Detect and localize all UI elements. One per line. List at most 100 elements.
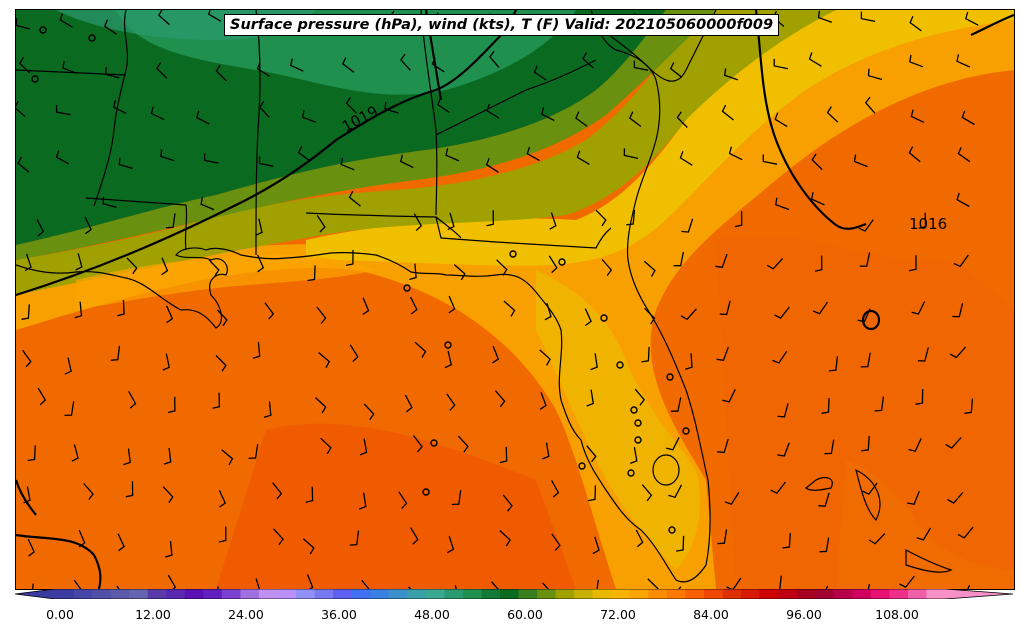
wind-barb (446, 535, 455, 554)
wind-barb (908, 146, 921, 163)
wind-barb (717, 529, 728, 545)
wind-barb (668, 484, 683, 498)
wind-barb (719, 300, 731, 316)
wind-barb (306, 574, 314, 589)
wind-barb (117, 299, 125, 317)
wind-barb (348, 190, 361, 207)
wind-barb (911, 301, 926, 315)
colorbar-segment (314, 589, 334, 599)
wind-barb (165, 541, 173, 558)
wind-barb (102, 196, 117, 209)
wind-barb (110, 345, 121, 361)
wind-barb (486, 210, 494, 227)
wind-barb (156, 62, 168, 79)
wind-barb (945, 437, 962, 449)
wind-barb (726, 577, 742, 589)
colorbar-segment (759, 589, 779, 599)
isobar-label-1016: 1016 (909, 215, 948, 233)
wind-barb (777, 403, 789, 418)
wind-barb (734, 211, 743, 228)
wind-barb (641, 484, 653, 502)
colorbar-segment (351, 589, 371, 599)
wind-barb (956, 192, 970, 208)
wind-barb (647, 578, 659, 589)
wind-barb (297, 146, 311, 162)
colorbar-segment (722, 589, 742, 599)
colorbar (15, 589, 1013, 599)
wind-barb (363, 403, 375, 421)
wind-barb (643, 260, 656, 277)
wind-barb (723, 68, 739, 81)
wind-barb (255, 578, 261, 589)
wind-barb (586, 445, 597, 463)
wind-barb (586, 389, 595, 407)
wind-barb (453, 264, 466, 281)
wind-barb (345, 97, 357, 114)
wind-barb (361, 579, 370, 589)
colorbar-segment (55, 589, 75, 599)
wind-barb (17, 156, 30, 173)
wind-barb (384, 101, 399, 114)
colorbar-segment (462, 589, 482, 599)
wind-barb (486, 103, 500, 119)
wind-barb (918, 212, 927, 229)
wind-barb (633, 60, 649, 71)
wind-barb (728, 146, 743, 161)
wind-barb (255, 218, 263, 236)
wind-barb (544, 302, 552, 321)
wind-barb (549, 212, 557, 230)
wind-barb (212, 392, 221, 409)
wind-barb (779, 575, 782, 589)
wind-barb (548, 255, 558, 274)
wind-barb (857, 308, 871, 323)
wind-barb (208, 259, 220, 277)
colorbar-segment (92, 589, 112, 599)
wind-barb (200, 197, 215, 211)
wind-barb (860, 11, 876, 23)
wind-barb (814, 255, 823, 272)
colorbar-segment (221, 589, 241, 599)
wind-barb (410, 527, 419, 545)
wind-barb (492, 345, 500, 364)
wind-barb (485, 157, 499, 173)
wind-barb (320, 437, 332, 455)
colorbar-segment (926, 589, 946, 599)
wind-barb (861, 435, 870, 452)
wind-barb (502, 494, 513, 512)
colorbar-segment (258, 589, 278, 599)
wind-barbs (16, 10, 979, 589)
wind-barb (64, 357, 72, 375)
wind-barb (64, 401, 75, 417)
colorbar-extend-min (15, 589, 55, 599)
wind-barb (218, 490, 227, 508)
wind-barb (215, 355, 227, 372)
colorbar-segment (147, 589, 167, 599)
wind-barb (899, 575, 915, 588)
wind-barb (762, 154, 778, 165)
colorbar-segment (815, 589, 835, 599)
wind-barb (272, 482, 283, 500)
wind-barb (494, 390, 506, 408)
wind-barb (22, 349, 32, 368)
wind-barb (448, 295, 456, 314)
wind-barb (722, 389, 736, 403)
wind-barb (717, 438, 729, 454)
colorbar-tick-label: 84.00 (693, 607, 729, 622)
wind-barb (595, 209, 607, 227)
wind-barb (314, 397, 327, 414)
wind-barb (409, 263, 417, 281)
wind-barb (162, 353, 170, 371)
wind-barb (673, 251, 685, 267)
colorbar-tick-label: 24.00 (228, 607, 264, 622)
wind-barb (126, 257, 138, 275)
wind-barb (499, 530, 511, 547)
wind-barb (957, 146, 971, 163)
wind-barb (623, 148, 639, 160)
wind-barb (59, 13, 73, 28)
wind-barb (74, 301, 83, 319)
wind-barb (810, 192, 825, 206)
wind-barb (55, 105, 71, 116)
wind-barb (596, 579, 599, 589)
colorbar-segment (666, 589, 686, 599)
colorbar-tick-label: 108.00 (875, 607, 919, 622)
